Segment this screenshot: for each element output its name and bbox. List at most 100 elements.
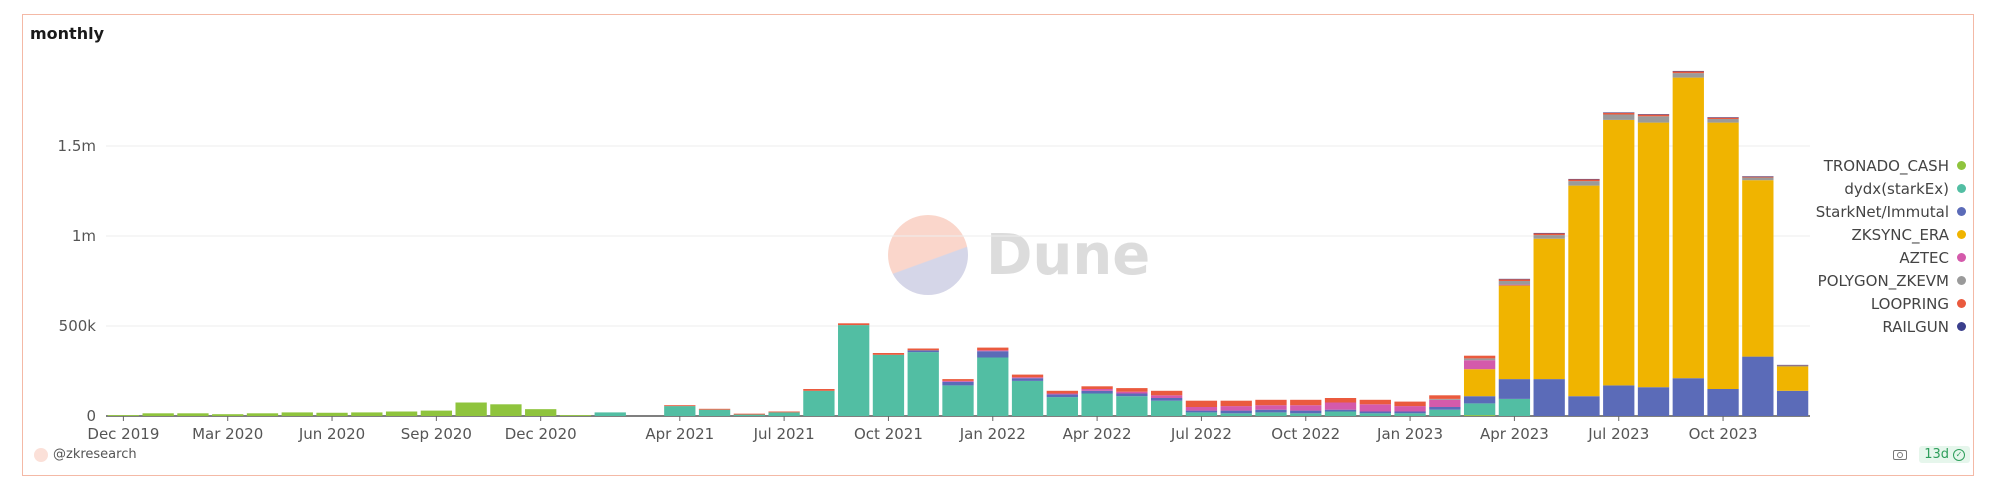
bar-segment[interactable]	[1707, 119, 1739, 123]
bar-segment[interactable]	[1011, 374, 1044, 378]
bar-segment[interactable]	[1081, 386, 1113, 389]
bar-segment[interactable]	[1290, 405, 1322, 411]
bar-segment[interactable]	[1290, 413, 1322, 416]
bar-segment[interactable]	[1707, 117, 1739, 119]
bar-segment[interactable]	[1498, 279, 1531, 281]
bar-segment[interactable]	[1429, 409, 1461, 416]
bar-segment[interactable]	[1533, 379, 1565, 416]
bar-segment[interactable]	[1324, 398, 1357, 403]
bar-segment[interactable]	[1498, 379, 1531, 399]
bar-segment[interactable]	[977, 351, 1009, 358]
bar-segment[interactable]	[1220, 413, 1252, 416]
bar-segment[interactable]	[316, 412, 348, 416]
bar-segment[interactable]	[1776, 390, 1809, 416]
bar-segment[interactable]	[212, 414, 244, 416]
bar-segment[interactable]	[455, 402, 487, 417]
bar-segment[interactable]	[1290, 410, 1322, 414]
bar-segment[interactable]	[907, 348, 939, 351]
bar-segment[interactable]	[1255, 405, 1287, 410]
bar-segment[interactable]	[385, 411, 418, 417]
bar-segment[interactable]	[1463, 360, 1496, 370]
bar-segment[interactable]	[1463, 355, 1496, 359]
legend-item[interactable]: dydx(starkEx)	[1816, 177, 1966, 200]
bar-segment[interactable]	[1394, 413, 1426, 416]
bar-segment[interactable]	[1603, 114, 1635, 120]
bar-segment[interactable]	[1151, 400, 1183, 416]
bar-segment[interactable]	[351, 412, 383, 416]
bar-segment[interactable]	[1185, 412, 1218, 416]
bar-segment[interactable]	[1011, 377, 1044, 379]
bar-segment[interactable]	[177, 413, 209, 416]
bar-segment[interactable]	[1742, 177, 1774, 181]
bar-segment[interactable]	[1324, 402, 1357, 410]
bar-segment[interactable]	[1672, 77, 1704, 379]
bar-segment[interactable]	[142, 413, 174, 416]
bar-segment[interactable]	[1603, 119, 1635, 386]
bar-segment[interactable]	[1116, 388, 1148, 392]
bar-segment[interactable]	[1742, 356, 1774, 416]
bar-segment[interactable]	[1672, 71, 1704, 74]
bar-segment[interactable]	[1046, 394, 1078, 398]
bar-segment[interactable]	[942, 380, 974, 382]
bar-segment[interactable]	[1463, 403, 1496, 416]
bar-segment[interactable]	[1603, 112, 1635, 113]
bar-segment[interactable]	[768, 411, 800, 413]
bar-segment[interactable]	[1359, 399, 1391, 405]
bar-segment[interactable]	[107, 415, 140, 416]
bar-segment[interactable]	[977, 357, 1009, 417]
bar-segment[interactable]	[1046, 390, 1078, 394]
bar-segment[interactable]	[1116, 393, 1148, 397]
bar-segment[interactable]	[246, 413, 279, 416]
bar-segment[interactable]	[1707, 117, 1739, 118]
bar-segment[interactable]	[1394, 401, 1426, 407]
bar-segment[interactable]	[1324, 411, 1357, 417]
legend-item[interactable]: ZKSYNC_ERA	[1816, 223, 1966, 246]
bar-segment[interactable]	[1533, 232, 1565, 234]
bar-segment[interactable]	[1116, 396, 1148, 416]
legend-item[interactable]: RAILGUN	[1816, 315, 1966, 338]
bar-segment[interactable]	[1394, 411, 1426, 414]
bar-segment[interactable]	[1672, 70, 1704, 72]
bar-segment[interactable]	[838, 325, 870, 416]
bar-segment[interactable]	[1046, 393, 1078, 395]
bar-segment[interactable]	[1776, 365, 1809, 367]
bar-segment[interactable]	[1742, 176, 1774, 178]
bar-segment[interactable]	[1498, 278, 1531, 280]
bar-segment[interactable]	[1359, 404, 1391, 412]
bar-segment[interactable]	[1255, 399, 1287, 406]
bar-segment[interactable]	[1776, 366, 1809, 391]
bar-segment[interactable]	[1568, 396, 1600, 416]
bar-segment[interactable]	[1151, 398, 1183, 401]
bar-segment[interactable]	[1463, 396, 1496, 404]
bar-segment[interactable]	[1533, 233, 1565, 236]
bar-segment[interactable]	[1081, 393, 1113, 417]
bar-segment[interactable]	[1081, 389, 1113, 391]
bar-segment[interactable]	[1220, 410, 1252, 414]
bar-segment[interactable]	[281, 412, 313, 416]
bar-segment[interactable]	[942, 379, 974, 381]
bar-segment[interactable]	[733, 413, 765, 415]
bar-segment[interactable]	[942, 381, 974, 386]
bar-segment[interactable]	[1637, 387, 1670, 416]
bar-segment[interactable]	[803, 390, 835, 416]
bar-segment[interactable]	[1011, 378, 1044, 381]
bar-segment[interactable]	[1637, 116, 1670, 123]
bar-segment[interactable]	[1429, 398, 1461, 400]
bar-segment[interactable]	[1185, 410, 1218, 413]
bar-segment[interactable]	[1359, 411, 1391, 414]
bar-segment[interactable]	[1429, 407, 1461, 410]
bar-segment[interactable]	[1568, 181, 1600, 186]
bar-segment[interactable]	[838, 323, 870, 326]
bar-segment[interactable]	[1498, 398, 1531, 416]
bar-segment[interactable]	[1498, 285, 1531, 380]
bar-segment[interactable]	[1603, 112, 1635, 115]
legend-item[interactable]: TRONADO_CASH	[1816, 154, 1966, 177]
bar-segment[interactable]	[1046, 397, 1078, 416]
bar-segment[interactable]	[1568, 178, 1600, 180]
bar-segment[interactable]	[1707, 122, 1739, 389]
bar-segment[interactable]	[1429, 395, 1461, 399]
bar-segment[interactable]	[1220, 406, 1252, 411]
bar-segment[interactable]	[1568, 185, 1600, 397]
bar-segment[interactable]	[1498, 281, 1531, 285]
bar-segment[interactable]	[1463, 369, 1496, 397]
